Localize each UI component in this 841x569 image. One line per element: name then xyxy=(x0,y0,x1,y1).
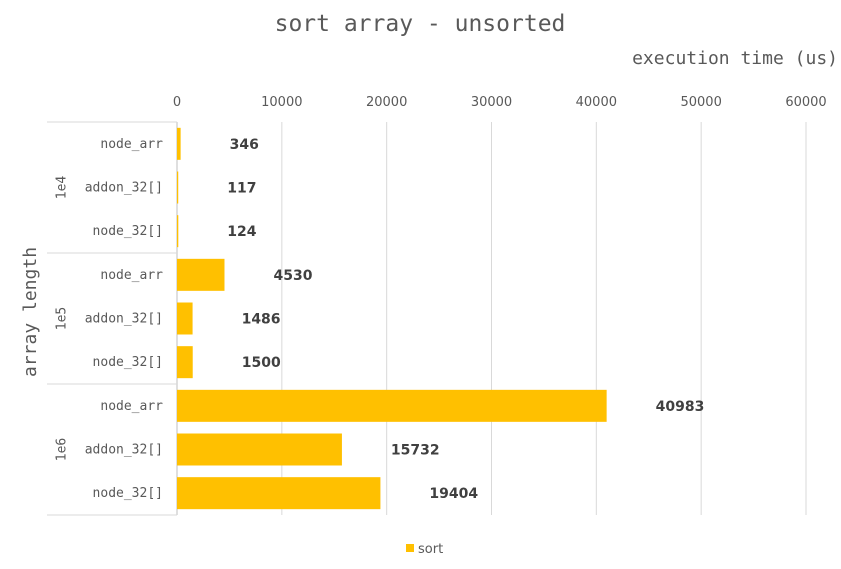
bars: 346 117 124 4530 1486 1500 40983 15732 19404 xyxy=(177,127,705,510)
category-label: node_32[] xyxy=(93,486,163,501)
x-tick-labels: 0 10000 20000 30000 40000 50000 60000 xyxy=(173,95,827,110)
bar-1e4-addon_32[] xyxy=(177,171,179,204)
legend: sort xyxy=(406,542,443,557)
gridlines xyxy=(281,122,807,515)
chart-title: sort array - unsorted xyxy=(275,11,566,37)
bar-1e6-addon_32[] xyxy=(177,433,342,466)
x-tick-label: 40000 xyxy=(576,95,617,110)
category-label: node_32[] xyxy=(93,224,163,239)
bar-1e5-addon_32[] xyxy=(177,302,193,335)
data-label: 40983 xyxy=(656,399,705,415)
data-label: 4530 xyxy=(273,268,312,284)
bar-1e6-node_arr xyxy=(177,389,607,422)
data-label: 124 xyxy=(227,224,256,240)
x-tick-label: 10000 xyxy=(261,95,302,110)
category-label: node_arr xyxy=(100,399,163,414)
category-label: node_arr xyxy=(100,268,163,283)
group-label-1e6: 1e6 xyxy=(55,438,70,461)
bar-1e4-node_arr xyxy=(177,127,181,160)
data-label: 19404 xyxy=(429,486,478,502)
data-label: 15732 xyxy=(391,443,440,459)
group-label-1e4: 1e4 xyxy=(55,176,70,200)
x-tick-label: 30000 xyxy=(471,95,512,110)
bar-1e4-node_32[] xyxy=(177,215,179,248)
legend-label-sort: sort xyxy=(418,542,443,557)
x-axis-label: execution time (us) xyxy=(632,48,838,69)
bar-1e5-node_32[] xyxy=(177,346,193,379)
data-label: 1486 xyxy=(242,312,281,328)
x-tick-label: 20000 xyxy=(366,95,407,110)
category-label: node_arr xyxy=(100,137,163,152)
legend-swatch-sort xyxy=(406,544,414,552)
data-label: 1500 xyxy=(242,355,281,371)
bar-1e5-node_arr xyxy=(177,258,225,291)
group-label-1e5: 1e5 xyxy=(55,307,70,330)
x-tick-label: 50000 xyxy=(680,95,721,110)
category-label: node_32[] xyxy=(93,355,163,370)
data-label: 117 xyxy=(227,181,256,197)
category-label: addon_32[] xyxy=(85,181,163,196)
bar-1e6-node_32[] xyxy=(177,477,381,510)
category-label: addon_32[] xyxy=(85,312,163,327)
y-axis-label: array length xyxy=(20,247,41,377)
data-label: 346 xyxy=(230,137,259,153)
category-axis: 1e4 node_arr addon_32[] node_32[] 1e5 node_ar… xyxy=(47,121,178,516)
x-tick-label: 60000 xyxy=(785,95,826,110)
x-tick-label: 0 xyxy=(173,95,181,110)
category-label: addon_32[] xyxy=(85,443,163,458)
